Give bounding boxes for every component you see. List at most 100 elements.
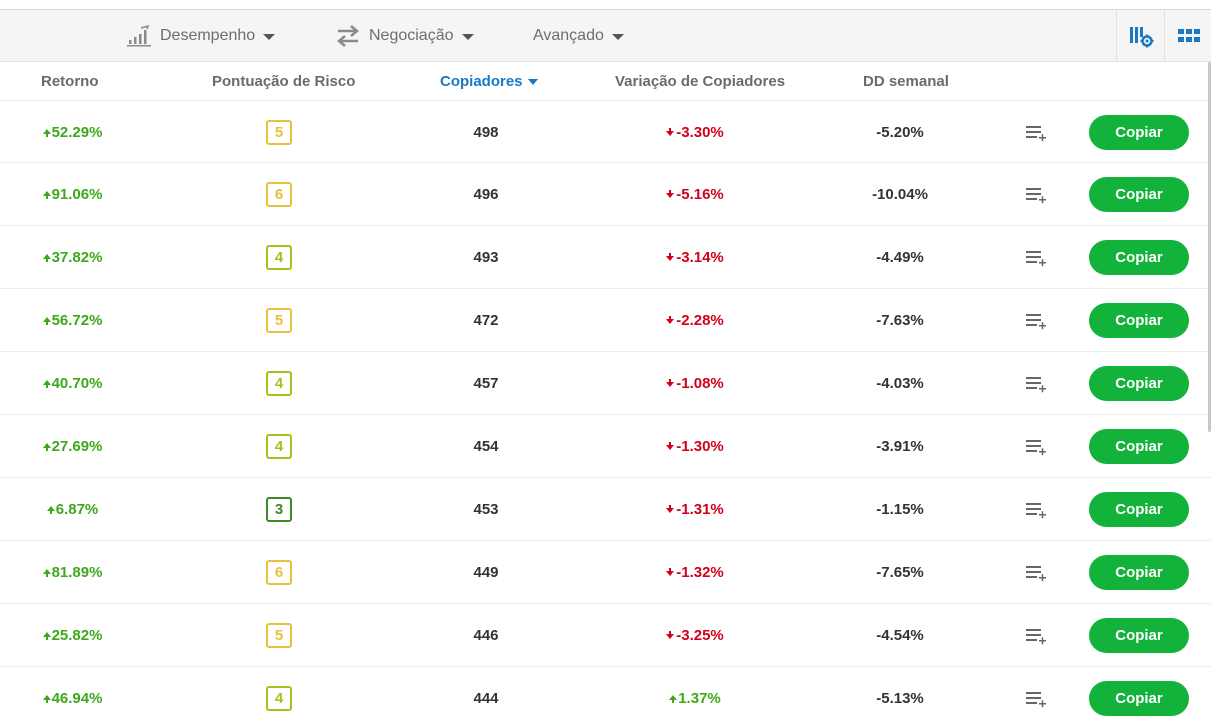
copiers-change-text: -3.25% [676,626,724,644]
copy-button[interactable]: Copiar [1089,617,1189,653]
arrow-down-icon [666,441,675,450]
toolbar-desempenho[interactable]: Desempenho [126,10,276,61]
table-row[interactable]: 81.89% 6 449 -1.32% -7.65% C [0,541,1211,604]
add-to-watchlist-button[interactable] [1018,101,1054,163]
weekly-drawdown: -3.91% [840,415,960,477]
copiers-change: -1.32% [620,541,770,603]
copy-button[interactable]: Copiar [1089,302,1189,338]
toolbar-avancado[interactable]: Avançado [525,10,624,61]
return-text: 81.89% [51,563,103,581]
weekly-drawdown-text: -10.04% [872,185,928,203]
arrow-up-icon [42,442,51,451]
copiers-count: 444 [436,667,536,726]
weekly-drawdown: -4.49% [840,226,960,288]
column-header-copiadores[interactable]: Copiadores [440,62,538,100]
bar-chart-icon [127,24,151,46]
add-to-watchlist-button[interactable] [1018,289,1054,351]
add-to-watchlist-button[interactable] [1018,226,1054,288]
scrollbar[interactable] [1208,62,1211,432]
table-row[interactable]: 27.69% 4 454 -1.30% -3.91% C [0,415,1211,478]
arrow-down-icon [666,504,675,513]
add-to-list-icon [1026,566,1046,582]
risk-score-text: 4 [274,374,284,392]
column-header-dd-semanal[interactable]: DD semanal [863,62,949,100]
column-header-label: Retorno [41,72,99,90]
toolbar-negociacao[interactable]: Negociação [335,10,474,61]
risk-score-badge: 4 [266,370,292,396]
add-to-watchlist-button[interactable] [1018,415,1054,477]
copy-button[interactable]: Copiar [1089,554,1189,590]
risk-score-text: 6 [274,185,284,203]
add-to-watchlist-button[interactable] [1018,667,1054,726]
column-header-risco[interactable]: Pontuação de Risco [212,62,355,100]
table-row[interactable]: 91.06% 6 496 -5.16% -10.04% [0,163,1211,226]
add-to-list-icon [1026,692,1046,708]
weekly-drawdown-text: -4.03% [876,374,924,392]
toolbar-desempenho-label: Desempenho [160,26,256,44]
arrow-up-icon [42,631,51,640]
add-to-watchlist-button[interactable] [1018,604,1054,666]
copy-button[interactable]: Copiar [1089,680,1189,716]
copiers-change: -1.31% [620,478,770,540]
weekly-drawdown: -4.03% [840,352,960,414]
copiers-count: 449 [436,541,536,603]
toolbar-avancado-label: Avançado [533,26,604,44]
copy-button[interactable]: Copiar [1089,365,1189,401]
copy-button[interactable]: Copiar [1089,239,1189,275]
column-header-label: Copiadores [440,72,523,90]
copy-cell: Copiar [1089,289,1189,351]
copiers-change-text: 1.37% [678,689,721,707]
copiers-text: 454 [473,437,499,455]
risk-score-badge: 4 [266,244,292,270]
weekly-drawdown-text: -5.13% [876,689,924,707]
copiers-change: -2.28% [620,289,770,351]
weekly-drawdown-text: -5.20% [876,123,924,141]
arrow-up-icon [669,694,678,703]
add-to-watchlist-button[interactable] [1018,541,1054,603]
copiers-count: 457 [436,352,536,414]
copiers-change-text: -3.14% [676,248,724,266]
column-settings-icon [1129,26,1153,47]
table-row[interactable]: 37.82% 4 493 -3.14% -4.49% C [0,226,1211,289]
exchange-arrows-icon [337,24,359,47]
traders-table: 52.29% 5 498 -3.30% -5.20% C [0,100,1211,726]
risk-score-badge: 6 [266,181,292,207]
arrow-up-icon [42,379,51,388]
add-to-watchlist-button[interactable] [1018,478,1054,540]
column-header-retorno[interactable]: Retorno [41,62,99,100]
table-row[interactable]: 6.87% 3 453 -1.31% -1.15% Co [0,478,1211,541]
filter-toolbar: Desempenho Negociação Avançado [0,10,1211,62]
column-header-variacao[interactable]: Variação de Copiadores [615,62,785,100]
return-text: 52.29% [51,123,103,141]
risk-score-text: 5 [274,626,284,644]
table-row[interactable]: 40.70% 4 457 -1.08% -4.03% C [0,352,1211,415]
weekly-drawdown: -4.54% [840,604,960,666]
return-text: 56.72% [51,311,103,329]
copy-button[interactable]: Copiar [1089,176,1189,212]
risk-score: 4 [255,226,303,288]
copy-button[interactable]: Copiar [1089,428,1189,464]
risk-score-badge: 4 [266,685,292,711]
copy-button[interactable]: Copiar [1089,114,1189,150]
grid-view-button[interactable] [1164,10,1211,61]
add-to-watchlist-button[interactable] [1018,163,1054,225]
copiers-text: 493 [473,248,499,266]
weekly-drawdown: -7.65% [840,541,960,603]
copy-button[interactable]: Copiar [1089,491,1189,527]
table-row[interactable]: 52.29% 5 498 -3.30% -5.20% C [0,100,1211,163]
return-value: 81.89% [0,541,145,603]
table-row[interactable]: 46.94% 4 444 1.37% -5.13% Co [0,667,1211,726]
copy-cell: Copiar [1089,163,1189,225]
column-settings-button[interactable] [1116,10,1164,61]
risk-score-badge: 5 [266,307,292,333]
copiers-count: 496 [436,163,536,225]
copy-cell: Copiar [1089,415,1189,477]
arrow-up-icon [42,253,51,262]
table-row[interactable]: 25.82% 5 446 -3.25% -4.54% C [0,604,1211,667]
table-row[interactable]: 56.72% 5 472 -2.28% -7.63% C [0,289,1211,352]
add-to-watchlist-button[interactable] [1018,352,1054,414]
risk-score-badge: 5 [266,119,292,145]
risk-score: 4 [255,667,303,726]
add-to-list-icon [1026,629,1046,645]
weekly-drawdown: -5.20% [840,101,960,163]
